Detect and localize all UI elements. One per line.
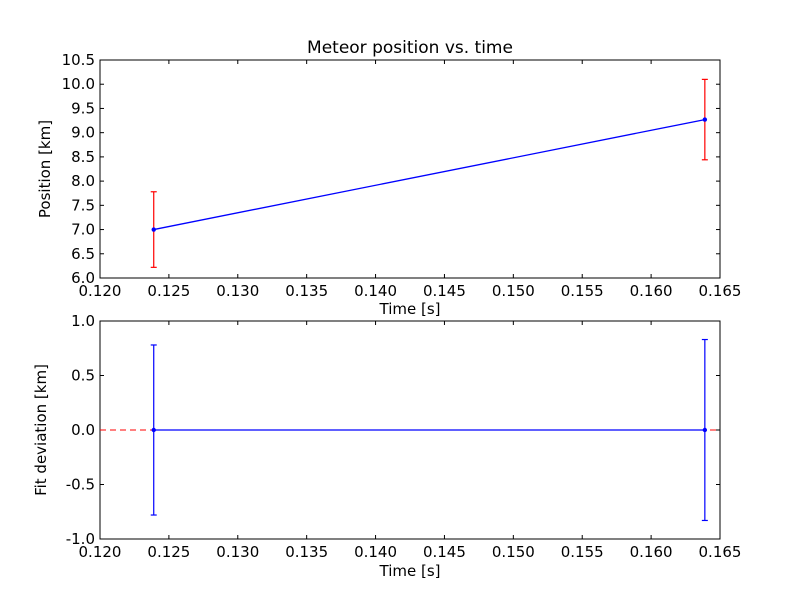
x-tick-label: 0.120 bbox=[79, 543, 122, 561]
y-tick-label: 9.5 bbox=[71, 99, 95, 117]
x-ticks: 0.120 0.125 0.130 0.135 0.140 0.145 0.150 0.155… bbox=[79, 321, 742, 561]
x-tick-label: 0.145 bbox=[423, 543, 466, 561]
data-point bbox=[702, 427, 708, 433]
chart-title: Meteor position vs. time bbox=[307, 38, 513, 58]
y-ticks: 6.0 6.5 7.0 7.5 8.0 8.5 9.0 9.5 10.0 10.5 bbox=[62, 51, 720, 287]
x-tick-label: 0.165 bbox=[699, 543, 742, 561]
data-marks bbox=[100, 338, 720, 522]
y-tick-label: 10.0 bbox=[62, 75, 95, 93]
y-tick-label: 6.5 bbox=[71, 245, 95, 263]
x-tick-label: 0.165 bbox=[699, 282, 742, 300]
data-point bbox=[151, 227, 156, 232]
fit-deviation-chart: 0.120 0.125 0.130 0.135 0.140 0.145 0.150 0.155… bbox=[32, 312, 741, 580]
y-tick-label: 0.5 bbox=[71, 367, 95, 385]
data-point bbox=[151, 427, 156, 433]
x-tick-label: 0.150 bbox=[492, 543, 535, 561]
x-axis-label: Time [s] bbox=[379, 562, 441, 580]
x-tick-label: 0.125 bbox=[147, 282, 190, 300]
y-tick-label: 8.5 bbox=[71, 148, 95, 166]
x-tick-label: 0.140 bbox=[354, 282, 397, 300]
y-tick-label: 9.0 bbox=[71, 124, 95, 142]
x-tick-label: 0.150 bbox=[492, 282, 535, 300]
x-tick-label: 0.160 bbox=[630, 543, 673, 561]
x-tick-label: 0.125 bbox=[147, 543, 190, 561]
position-chart: Meteor position vs. time 0.120 0.125 0.130… bbox=[36, 38, 741, 318]
series-line bbox=[153, 118, 705, 231]
y-tick-label: -0.5 bbox=[66, 476, 95, 494]
data-point bbox=[702, 117, 708, 122]
plot-frame bbox=[99, 59, 721, 279]
x-tick-label: 0.155 bbox=[561, 282, 604, 300]
y-tick-label: 0.0 bbox=[71, 421, 95, 439]
y-ticks: 1.0 0.5 0.0 -0.5 -1.0 bbox=[66, 312, 720, 548]
y-axis-label: Fit deviation [km] bbox=[32, 364, 50, 496]
x-tick-label: 0.140 bbox=[354, 543, 397, 561]
y-tick-label: -1.0 bbox=[66, 530, 95, 548]
x-axis-label: Time [s] bbox=[379, 300, 441, 318]
data-marks bbox=[150, 78, 708, 268]
x-tick-label: 0.160 bbox=[630, 282, 673, 300]
x-tick-label: 0.130 bbox=[216, 543, 259, 561]
y-tick-label: 6.0 bbox=[71, 269, 95, 287]
y-axis-label: Position [km] bbox=[36, 120, 54, 218]
x-tick-label: 0.145 bbox=[423, 282, 466, 300]
y-tick-label: 7.0 bbox=[71, 221, 95, 239]
y-tick-label: 7.5 bbox=[71, 196, 95, 214]
y-tick-label: 10.5 bbox=[62, 51, 95, 69]
x-ticks: 0.120 0.125 0.130 0.135 0.140 0.145 0.150 0.155… bbox=[79, 60, 742, 300]
y-tick-label: 1.0 bbox=[71, 312, 95, 330]
x-tick-label: 0.130 bbox=[216, 282, 259, 300]
x-tick-label: 0.120 bbox=[79, 282, 122, 300]
x-tick-label: 0.155 bbox=[561, 543, 604, 561]
y-tick-label: 8.0 bbox=[71, 172, 95, 190]
x-tick-label: 0.135 bbox=[285, 543, 328, 561]
x-tick-label: 0.135 bbox=[285, 282, 328, 300]
